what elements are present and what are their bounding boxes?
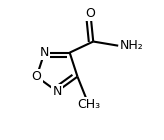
Text: O: O xyxy=(32,70,41,83)
Text: CH₃: CH₃ xyxy=(77,98,100,111)
Text: N: N xyxy=(52,85,62,98)
Text: NH₂: NH₂ xyxy=(120,39,143,52)
Text: O: O xyxy=(86,7,95,20)
Text: N: N xyxy=(40,46,49,59)
